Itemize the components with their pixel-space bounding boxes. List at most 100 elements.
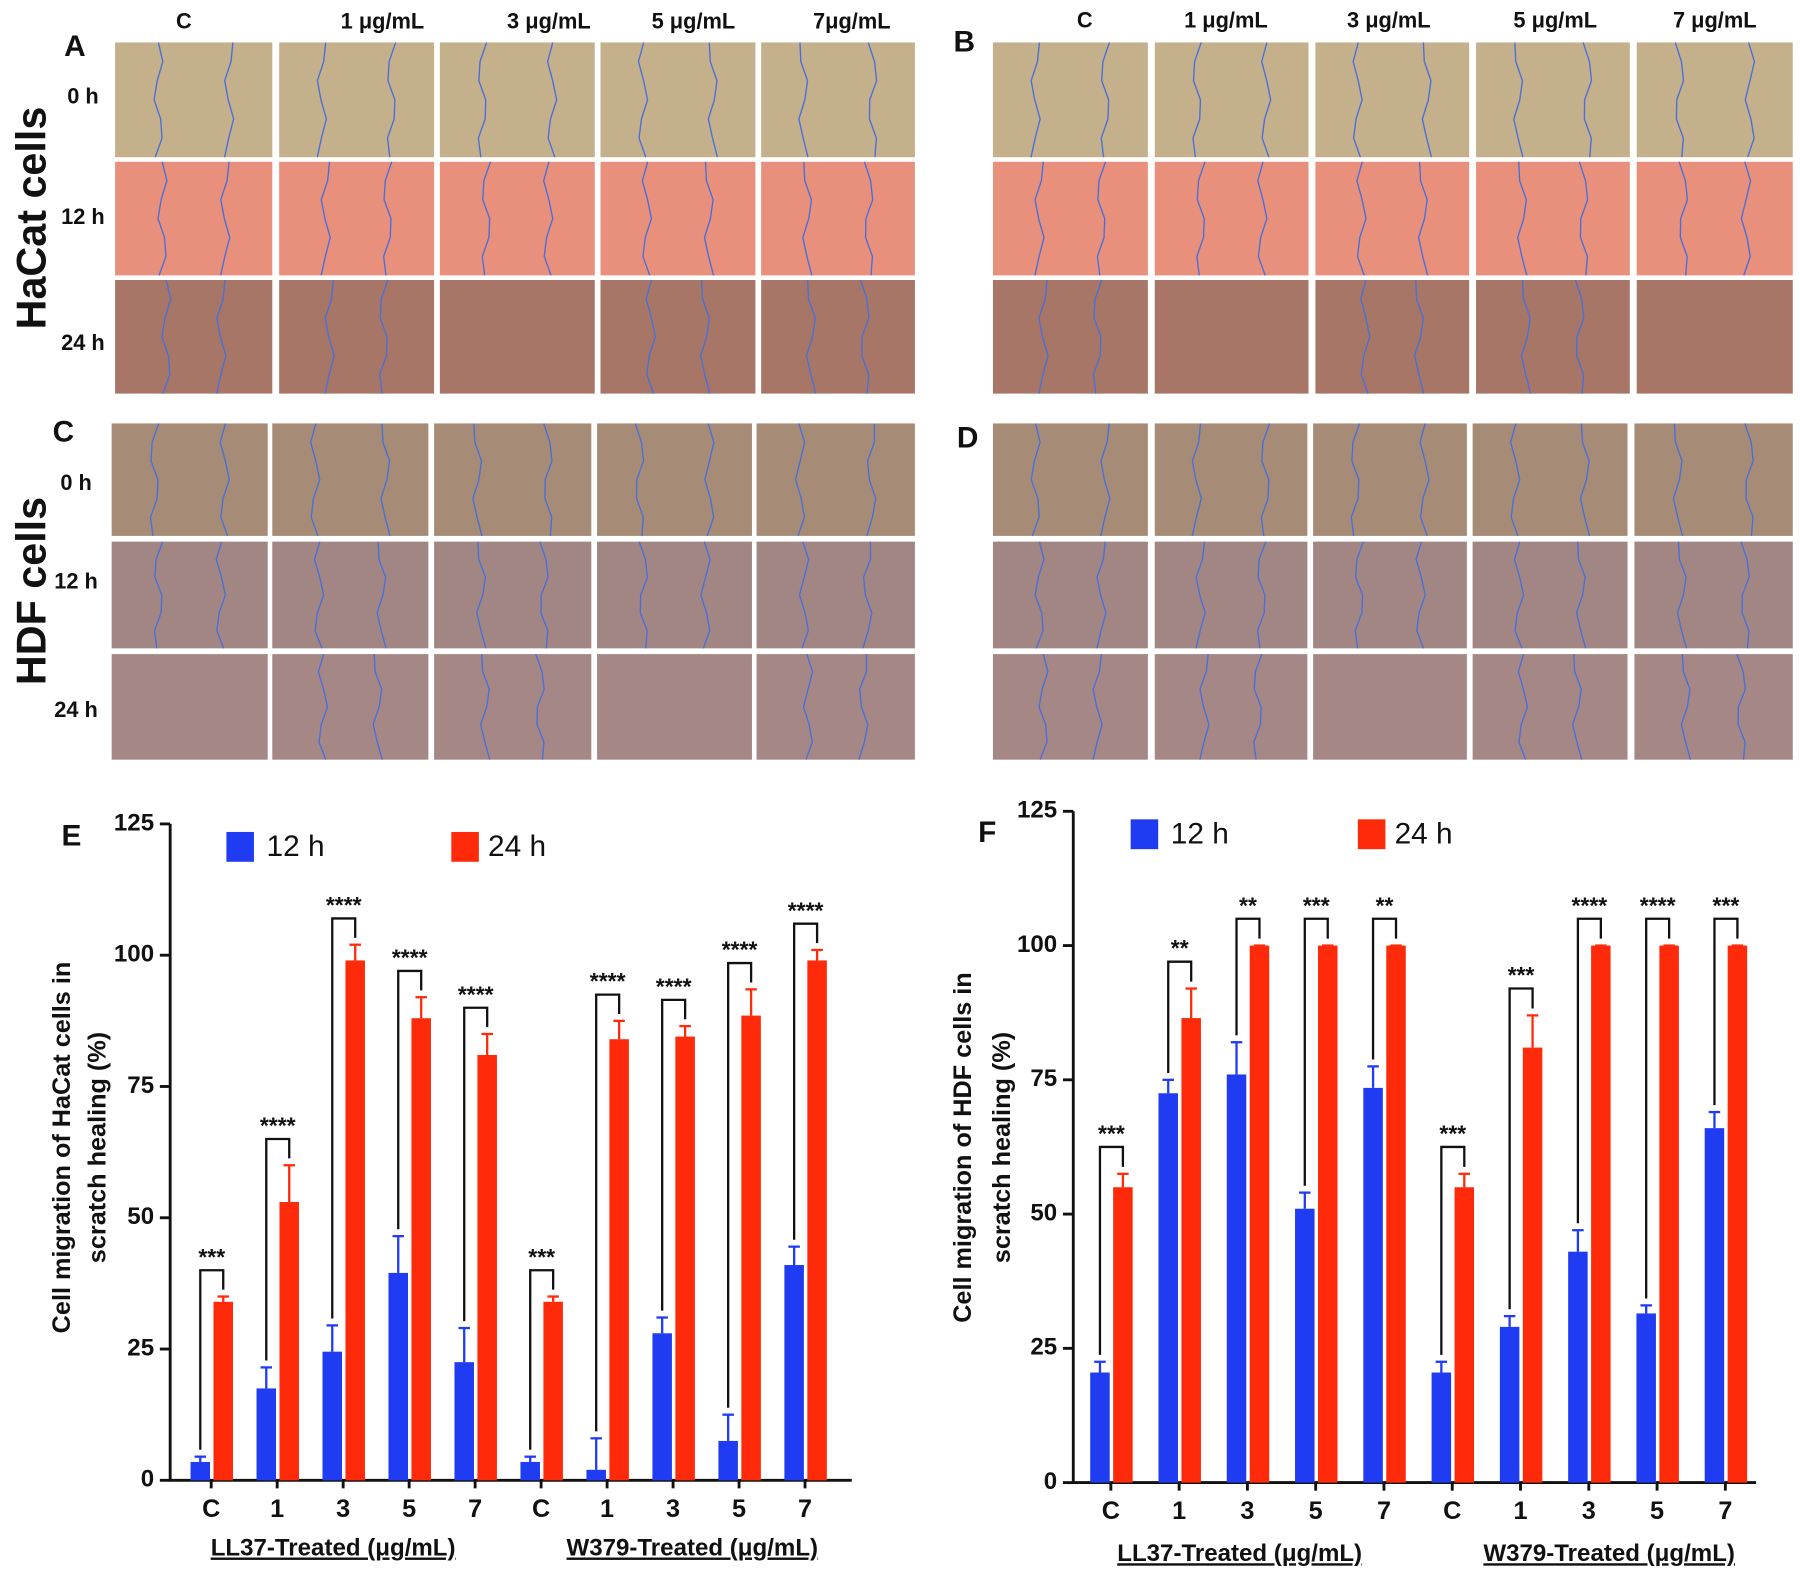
wound-edge — [1417, 161, 1429, 276]
x-tick-label: 5 — [402, 1495, 416, 1523]
bar — [1591, 945, 1611, 1483]
wound-edge — [161, 279, 172, 394]
micrograph — [1315, 279, 1470, 394]
wound-edge — [1260, 423, 1271, 536]
wound-edge — [863, 161, 874, 276]
wound-edge — [1579, 423, 1591, 537]
wound-edge — [1680, 654, 1692, 760]
group-label: LL37-Treated (μg/mL) — [1117, 1540, 1362, 1567]
error-bar — [1367, 1065, 1379, 1088]
legend-label: 24 h — [1395, 817, 1453, 850]
micrograph — [434, 541, 592, 649]
row-label: 12 h — [54, 569, 98, 594]
wound-edge — [1574, 279, 1585, 394]
micrograph — [434, 654, 592, 760]
wound-edge — [1352, 42, 1363, 158]
error-bar — [1299, 1191, 1311, 1209]
error-bar — [547, 1295, 559, 1302]
bar — [1363, 1087, 1383, 1483]
bar — [454, 1362, 474, 1481]
bar — [1522, 1047, 1543, 1483]
wound-edge — [866, 423, 877, 537]
micrograph — [756, 423, 915, 536]
x-tick-label: 7 — [1377, 1497, 1391, 1525]
wound-edge — [1096, 161, 1107, 276]
column-label: 5 μg/mL — [1513, 8, 1597, 33]
bar — [411, 1018, 431, 1481]
wound-edge — [543, 423, 553, 536]
significance-bracket — [265, 1137, 291, 1361]
wound-edge — [1517, 653, 1529, 760]
bar — [543, 1301, 563, 1481]
micrograph — [600, 161, 756, 276]
wound-edge — [1196, 161, 1206, 276]
micrograph — [1476, 279, 1630, 394]
wound-edge — [798, 541, 810, 649]
x-tick-label: 7 — [798, 1495, 812, 1523]
wound-edge — [1578, 161, 1589, 276]
wound-edge — [1413, 279, 1425, 394]
column-label: 1 μg/mL — [341, 9, 425, 34]
error-bar — [1526, 1014, 1539, 1048]
bar — [213, 1301, 233, 1481]
x-tick-label: 7 — [468, 1495, 482, 1523]
row-label: 0 h — [67, 83, 99, 108]
column-label: 7μg/mL — [813, 9, 891, 34]
column-label: 1 μg/mL — [1184, 8, 1268, 33]
bar — [1636, 1313, 1656, 1483]
bar — [609, 1039, 629, 1481]
error-bar — [481, 1032, 493, 1055]
micrograph — [1154, 423, 1308, 536]
x-tick-label: 3 — [666, 1495, 680, 1523]
micrograph — [992, 279, 1148, 394]
micrograph — [992, 423, 1148, 536]
wound-edge — [1513, 541, 1525, 649]
wound-edge — [1678, 161, 1689, 276]
significance-label: **** — [458, 981, 494, 1007]
wound-edge — [153, 42, 164, 158]
group-label: W379-Treated (μg/mL) — [567, 1535, 819, 1562]
bar — [586, 1469, 606, 1481]
wound-edge — [1421, 42, 1433, 158]
micrograph — [279, 42, 435, 158]
micrograph — [439, 161, 595, 276]
wound-edge — [1509, 423, 1521, 537]
significance-bracket — [529, 1269, 555, 1450]
wound-edge — [867, 42, 878, 158]
wound-edge — [1582, 42, 1593, 158]
error-bar — [811, 948, 823, 961]
error-bar — [1708, 1110, 1721, 1129]
y-tick-label: 125 — [114, 809, 154, 836]
error-bar — [260, 1366, 273, 1389]
wound-edge — [798, 42, 809, 158]
wound-edge — [641, 161, 653, 276]
x-tick-label: C — [202, 1495, 220, 1523]
micrograph — [992, 654, 1148, 760]
wound-edge — [1034, 541, 1045, 649]
wound-edge — [149, 423, 160, 536]
row-label: 12 h — [61, 204, 105, 229]
bar — [190, 1461, 211, 1481]
significance-label: **** — [326, 892, 362, 918]
panel-label: A — [64, 30, 86, 63]
bar — [1158, 1093, 1178, 1483]
bar — [1113, 1187, 1133, 1483]
group-label: W379-Treated (μg/mL) — [1483, 1540, 1735, 1567]
wound-edge — [703, 161, 715, 276]
legend-swatch — [451, 831, 479, 862]
error-bar — [1503, 1314, 1516, 1327]
wound-edge — [1350, 423, 1361, 536]
significance-label: *** — [1303, 892, 1330, 918]
micrograph — [1634, 654, 1793, 760]
wound-edge — [1030, 42, 1041, 158]
bar — [1499, 1326, 1520, 1483]
wound-edge — [1676, 541, 1688, 649]
significance-label: **** — [1572, 892, 1608, 918]
x-tick-label: 5 — [732, 1495, 746, 1523]
micrograph — [111, 423, 268, 536]
micrograph — [111, 654, 268, 760]
panel-label: E — [62, 820, 82, 853]
bar — [345, 960, 365, 1481]
legend-label: 24 h — [488, 830, 546, 863]
